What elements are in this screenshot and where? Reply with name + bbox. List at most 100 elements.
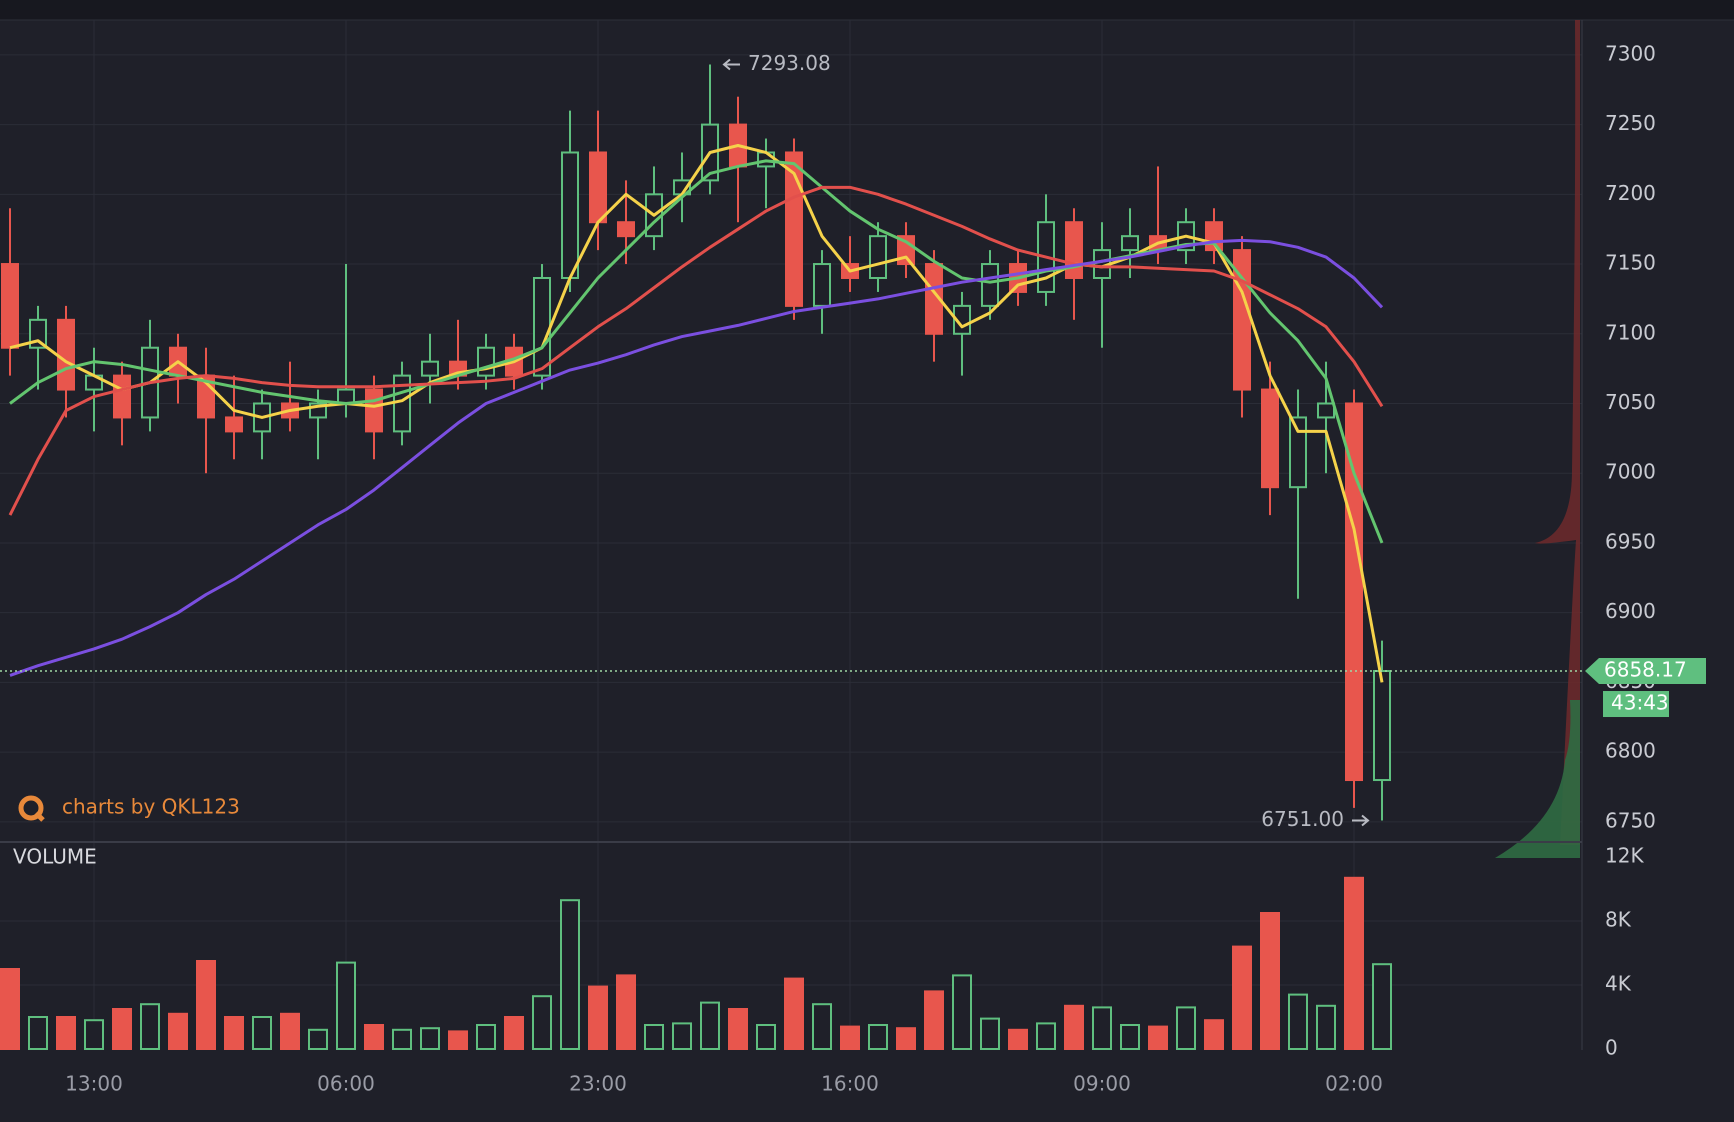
- volume-tick-label: 12K: [1605, 844, 1644, 868]
- volume-bar: [28, 1016, 48, 1050]
- logo-ring: [18, 795, 44, 821]
- candle-body: [617, 221, 635, 238]
- volume-bar: [644, 1024, 664, 1050]
- candle-body: [561, 151, 579, 279]
- current-price-tag: [1585, 658, 1706, 685]
- y-tick-label: 7000: [1605, 460, 1656, 484]
- volume-bar: [1232, 945, 1252, 1050]
- candle-body: [1289, 416, 1307, 489]
- y-tick-label: 7300: [1605, 41, 1656, 65]
- y-tick-label: 7150: [1605, 251, 1656, 275]
- y-tick-label: 7100: [1605, 320, 1656, 344]
- volume-bar: [252, 1016, 272, 1050]
- volume-bar: [1064, 1004, 1084, 1050]
- candle-body: [477, 346, 495, 377]
- y-tick-label: 6800: [1605, 739, 1656, 763]
- volume-bar: [616, 974, 636, 1051]
- x-tick-label: 13:00: [65, 1072, 123, 1096]
- y-tick-label: 6900: [1605, 599, 1656, 623]
- volume-tick-label: 0: [1605, 1036, 1618, 1060]
- volume-bar: [1036, 1022, 1056, 1051]
- volume-bar: [700, 1001, 720, 1050]
- volume-bar: [672, 1022, 692, 1051]
- countdown-box: [1603, 691, 1669, 718]
- x-tick-label: 09:00: [1073, 1072, 1131, 1096]
- volume-bar: [112, 1008, 132, 1050]
- y-tick-label: 7200: [1605, 181, 1656, 205]
- current-price-label: 6858.17: [1604, 658, 1687, 682]
- moving-average-line: [8, 185, 1384, 516]
- volume-bar: [1344, 876, 1364, 1050]
- volume-tick-label: 8K: [1605, 908, 1632, 932]
- candle-body: [421, 360, 439, 377]
- y-tick-label: 7250: [1605, 111, 1656, 135]
- volume-bar: [1316, 1004, 1336, 1050]
- logo: [18, 795, 45, 822]
- candle-body: [57, 318, 75, 391]
- volume-bar: [1092, 1006, 1112, 1051]
- volume-bar: [1204, 1019, 1224, 1051]
- volume-bar: [336, 961, 356, 1050]
- annotation-arrow: [1352, 814, 1370, 827]
- volume-bar: [1260, 912, 1280, 1050]
- candle-body: [337, 388, 355, 405]
- volume-bar: [1008, 1028, 1028, 1051]
- volume-bar: [868, 1024, 888, 1050]
- candle-body: [113, 374, 131, 419]
- x-tick-label: 23:00: [569, 1072, 627, 1096]
- logo-tail: [34, 811, 45, 822]
- volume-bar: [168, 1012, 188, 1050]
- annotation-arrow: [722, 58, 740, 71]
- volume-bar: [0, 968, 20, 1050]
- volume-bar: [56, 1016, 76, 1050]
- candle-body: [869, 235, 887, 279]
- volume-bar: [448, 1030, 468, 1051]
- volume-bar: [504, 1016, 524, 1050]
- toolbar: [0, 0, 1734, 20]
- countdown: 43:43: [1611, 691, 1669, 715]
- volume-bar: [840, 1025, 860, 1050]
- candle-body: [533, 276, 551, 377]
- candle-body: [1317, 402, 1335, 419]
- candle-body: [1065, 221, 1083, 279]
- volume-title: VOLUME: [13, 845, 97, 869]
- candle-body: [953, 304, 971, 335]
- candle-body: [1121, 235, 1139, 252]
- x-tick-label: 06:00: [317, 1072, 375, 1096]
- y-tick-label: 7050: [1605, 390, 1656, 414]
- volume-bar: [364, 1024, 384, 1050]
- volume-bar: [84, 1019, 104, 1051]
- volume-bar: [1372, 963, 1392, 1051]
- candle-body: [981, 263, 999, 307]
- volume-bar: [1120, 1024, 1140, 1050]
- volume-bar: [756, 1024, 776, 1050]
- candle-body: [813, 263, 831, 307]
- candle-body: [1261, 388, 1279, 489]
- candle-body: [1373, 670, 1391, 782]
- grid: [0, 20, 1582, 1049]
- volume-tick-label: 4K: [1605, 972, 1632, 996]
- x-tick-label: 02:00: [1325, 1072, 1383, 1096]
- y-tick-label: 6750: [1605, 808, 1656, 832]
- volume-bar: [392, 1028, 412, 1051]
- volume-bar: [728, 1008, 748, 1050]
- volume-bar: [924, 990, 944, 1051]
- volume-bar: [952, 974, 972, 1051]
- candle-body: [1345, 402, 1363, 782]
- candle-body: [365, 388, 383, 433]
- volume-bar: [280, 1012, 300, 1050]
- volume-profile-buy: [1495, 700, 1580, 858]
- volume-bar: [196, 960, 216, 1050]
- volume-bar: [1288, 993, 1308, 1050]
- low-annotation: 6751.00: [1261, 807, 1344, 831]
- candle-body: [589, 151, 607, 224]
- volume-bar: [1148, 1025, 1168, 1050]
- volume-bar: [1176, 1006, 1196, 1051]
- volume-bar: [420, 1027, 440, 1050]
- volume-bar: [224, 1016, 244, 1050]
- volume-bar: [980, 1017, 1000, 1050]
- volume-bar: [784, 977, 804, 1050]
- high-annotation: 7293.08: [748, 51, 831, 75]
- moving-average-line: [9, 238, 1384, 677]
- x-tick-label: 16:00: [821, 1072, 879, 1096]
